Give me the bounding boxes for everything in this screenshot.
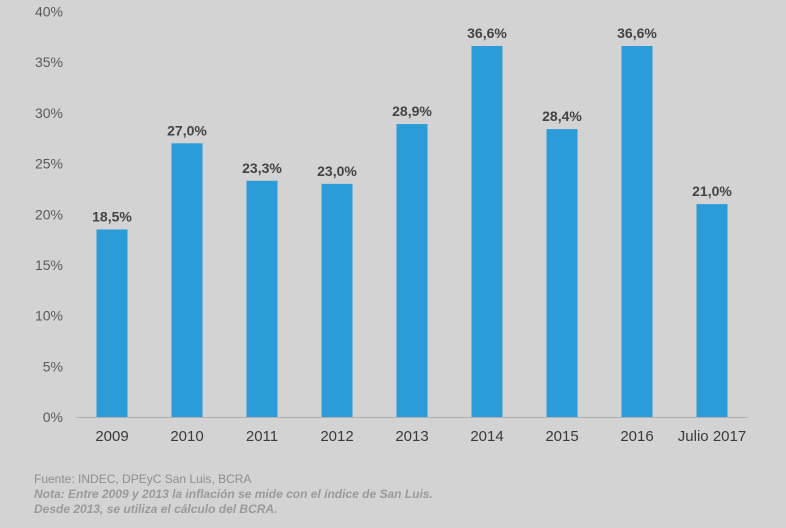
y-tick-label: 0%: [43, 409, 63, 425]
bar-chart: 0% 5% 10% 15% 20% 25% 30% 35% 40% 18,5% 2009 27,0% 2…: [35, 4, 748, 445]
y-tick-label: 35%: [35, 54, 63, 70]
chart-footer: Fuente: INDEC, DPEyC San Luis, BCRA Nota…: [34, 472, 433, 517]
x-tick-label: 2011: [246, 428, 278, 445]
bar[interactable]: [246, 180, 278, 417]
bar[interactable]: [471, 46, 503, 417]
x-tick-label: Julio 2017: [678, 428, 746, 445]
bar-value-label: 36,6%: [617, 25, 657, 41]
x-tick-label: 2009: [95, 428, 128, 445]
bar[interactable]: [321, 183, 353, 417]
bar-value-label: 21,0%: [692, 183, 732, 199]
note-line-1: Nota: Entre 2009 y 2013 la inflación se …: [34, 487, 433, 501]
note-line-2: Desde 2013, se utiliza el cálculo del BC…: [34, 502, 278, 516]
y-tick-label: 25%: [35, 156, 63, 172]
x-tick-label: 2013: [395, 428, 428, 445]
x-tick-label: 2016: [620, 428, 653, 445]
bar[interactable]: [396, 124, 428, 417]
bar-value-label: 23,3%: [242, 160, 282, 176]
y-tick-label: 30%: [35, 105, 63, 121]
bar-value-label: 27,0%: [167, 122, 207, 138]
x-tick-label: 2014: [470, 428, 503, 445]
bar[interactable]: [621, 46, 653, 417]
bar-value-label: 18,5%: [92, 208, 132, 224]
y-tick-label: 15%: [35, 257, 63, 273]
bar-value-label: 28,9%: [392, 103, 432, 119]
bar-value-label: 36,6%: [467, 25, 507, 41]
y-tick-label: 10%: [35, 308, 63, 324]
y-tick-label: 20%: [35, 206, 63, 222]
bar[interactable]: [96, 229, 128, 417]
y-tick-label: 5%: [43, 358, 63, 374]
x-tick-label: 2012: [320, 428, 353, 445]
bar-value-label: 28,4%: [542, 108, 582, 124]
source-text: Fuente: INDEC, DPEyC San Luis, BCRA: [34, 472, 252, 486]
x-tick-label: 2010: [170, 428, 203, 445]
bar[interactable]: [696, 204, 728, 417]
bar[interactable]: [171, 143, 203, 418]
x-tick-label: 2015: [545, 428, 578, 445]
y-tick-label: 40%: [35, 4, 63, 20]
bar-value-label: 23,0%: [317, 163, 357, 179]
bar[interactable]: [546, 129, 578, 417]
